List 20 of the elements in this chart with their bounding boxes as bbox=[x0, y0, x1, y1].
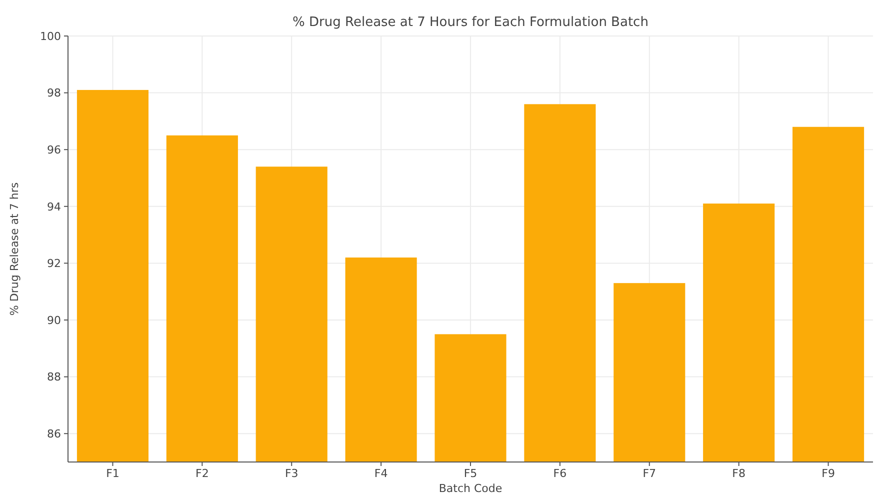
x-tick-label: F3 bbox=[284, 467, 298, 480]
x-tick-label: F7 bbox=[642, 467, 656, 480]
y-tick-label: 96 bbox=[47, 143, 61, 156]
y-tick-label: 90 bbox=[47, 314, 61, 327]
y-axis-title: % Drug Release at 7 hrs bbox=[8, 182, 21, 316]
y-tick-label: 88 bbox=[47, 370, 61, 384]
y-tick-label: 94 bbox=[47, 200, 61, 214]
chart-title: % Drug Release at 7 Hours for Each Formulation Batch bbox=[292, 15, 648, 30]
x-tick-label: F9 bbox=[822, 467, 835, 480]
y-tick-label: 86 bbox=[47, 427, 61, 440]
x-tick-label: F5 bbox=[464, 467, 478, 480]
x-tick-label: F1 bbox=[106, 467, 120, 480]
y-tick-label: 100 bbox=[40, 30, 61, 43]
x-tick-label: F2 bbox=[196, 467, 209, 480]
x-axis-title: Batch Code bbox=[438, 482, 502, 495]
x-tick-label: F6 bbox=[553, 467, 567, 480]
x-tick-label: F4 bbox=[374, 467, 388, 480]
x-tick-label: F8 bbox=[732, 467, 746, 480]
y-tick-label: 92 bbox=[47, 257, 61, 270]
y-tick-label: 98 bbox=[47, 86, 61, 100]
